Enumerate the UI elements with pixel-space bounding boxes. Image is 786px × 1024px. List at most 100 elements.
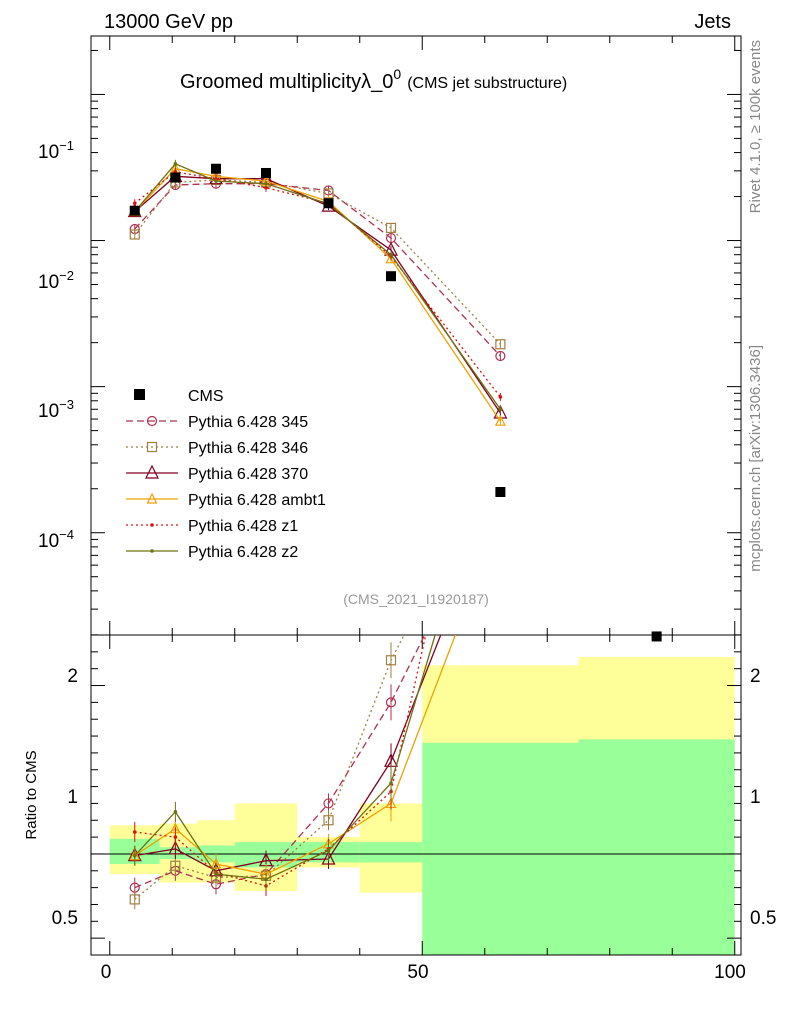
cms-point: [386, 271, 396, 282]
ratio-point-z2: [173, 810, 178, 814]
series-p370: [127, 168, 508, 419]
xtick-100: 100: [714, 962, 746, 983]
legend-label-ambt1: Pythia 6.428 ambt1: [188, 492, 326, 509]
ratio-point-z1: [132, 830, 137, 834]
ratio-point-z2: [132, 853, 137, 858]
legend-entry-z2: Pythia 6.428 z2: [126, 544, 298, 561]
ytick-label-1e-1: 10−1: [38, 138, 74, 163]
legend-marker-345: [146, 415, 158, 427]
ratio-series-z2: [132, 635, 436, 890]
ratio-point-z2: [389, 781, 393, 786]
point-z2: [498, 407, 503, 412]
legend-marker-z1: [150, 523, 154, 527]
legend-marker-346: [146, 441, 158, 453]
legend-entry-346: Pythia 6.428 346: [126, 440, 308, 457]
ratio-ytick-05-right: 0.5: [750, 908, 776, 929]
ratio-ytick-1-left: 1: [67, 787, 78, 808]
legend-label-345: Pythia 6.428 345: [188, 414, 308, 431]
ratio-point-p346: [170, 860, 181, 871]
main-series: [127, 159, 508, 426]
ratio-point-p346: [385, 655, 397, 666]
cms-point: [495, 487, 506, 498]
legend-marker-cms: [134, 389, 145, 400]
ratio-uncertainty-bands: [109, 656, 735, 955]
process-label: Jets: [694, 11, 731, 33]
legend-label-346: Pythia 6.428 346: [188, 440, 308, 457]
point-z2: [264, 181, 268, 186]
legend: CMS Pythia 6.428 345 Pythia 6.428 346 Py…: [126, 388, 326, 561]
ratio-plot-frame: [90, 634, 742, 956]
legend-marker-ambt1: [146, 492, 158, 504]
series-line-p346: [134, 179, 501, 345]
ratio-y-tick-labels: 2 1 0.5 2 1 0.5: [52, 666, 777, 929]
legend-label-z2: Pythia 6.428 z2: [188, 544, 298, 561]
cms-data-points: [129, 163, 662, 642]
ratio-point-p345: [385, 697, 397, 708]
legend-entry-ambt1: Pythia 6.428 ambt1: [126, 492, 326, 509]
legend-label-z1: Pythia 6.428 z1: [188, 518, 298, 535]
ratio-ytick-2-right: 2: [750, 666, 761, 687]
legend-entry-z1: Pythia 6.428 z1: [126, 518, 298, 535]
legend-entry-370: Pythia 6.428 370: [126, 464, 308, 483]
ytick-label-1e-2: 10−2: [38, 268, 74, 293]
point-z1: [132, 201, 137, 206]
legend-label-cms: CMS: [188, 388, 224, 405]
cms-point: [261, 167, 271, 178]
ratio-point-z2: [214, 872, 218, 876]
band-inner-7: [578, 739, 735, 955]
analysis-watermark: (CMS_2021_I1920187): [343, 591, 489, 607]
energy-label: 13000 GeV pp: [104, 11, 233, 33]
series-ambt1: [129, 162, 506, 426]
ratio-point-z2: [326, 848, 331, 853]
legend-entry-345: Pythia 6.428 345: [126, 414, 308, 431]
ratio-ytick-2-left: 2: [67, 666, 78, 687]
ratio-axis-label: Ratio to CMS: [23, 750, 40, 839]
cms-point: [211, 163, 221, 174]
series-line-z1: [134, 171, 501, 398]
plot-title: Groomed multiplicityλ_00(CMS jet substru…: [180, 66, 567, 93]
ratio-point-p346: [323, 815, 334, 826]
ratio-point-p345: [496, 479, 505, 488]
point-z1: [264, 185, 268, 190]
point-p346: [495, 339, 506, 350]
x-tick-labels: 0 50 100: [101, 962, 746, 983]
xtick-50: 50: [407, 962, 428, 983]
ratio-point-p346: [129, 894, 140, 905]
ratio-point-ambt1: [496, 512, 505, 521]
legend-marker-370: [145, 464, 159, 479]
ratio-point-p346: [496, 445, 505, 454]
ratio-ytick-05-left: 0.5: [52, 908, 78, 929]
ratio-point-p370: [494, 476, 506, 488]
ratio-point-p345: [323, 798, 334, 809]
band-inner-5: [359, 842, 423, 863]
series-z1: [132, 167, 503, 401]
cms-point: [129, 205, 140, 216]
point-z2: [173, 162, 178, 166]
legend-label-370: Pythia 6.428 370: [188, 466, 308, 483]
ratio-point-z2: [264, 877, 268, 882]
point-p346: [129, 229, 140, 240]
legend-marker-z2: [150, 549, 154, 553]
ratio-ytick-1-right: 1: [750, 787, 761, 808]
band-inner-6: [422, 742, 579, 955]
point-z2: [389, 252, 393, 257]
cms-point: [651, 631, 662, 642]
point-p346: [385, 222, 397, 234]
band-inner-1: [159, 847, 198, 859]
series-line-p370: [134, 175, 501, 414]
point-ambt1: [494, 414, 506, 426]
xtick-0: 0: [101, 962, 112, 983]
ytick-label-1e-3: 10−3: [38, 397, 74, 422]
point-p345: [495, 350, 506, 362]
axis-ticks: [91, 36, 741, 956]
ratio-point-p370: [321, 850, 336, 865]
ratio-point-z1: [173, 835, 178, 839]
series-p345: [129, 178, 506, 362]
mcplots-source-label: mcplots.cern.ch [arXiv:1306.3436]: [747, 345, 764, 572]
cms-point: [323, 198, 334, 209]
cms-point: [170, 172, 181, 183]
ratio-point-p370: [168, 840, 183, 855]
ytick-label-1e-4: 10−4: [38, 527, 74, 552]
main-y-tick-labels: 10−1 10−2 10−3 10−4: [38, 138, 74, 552]
